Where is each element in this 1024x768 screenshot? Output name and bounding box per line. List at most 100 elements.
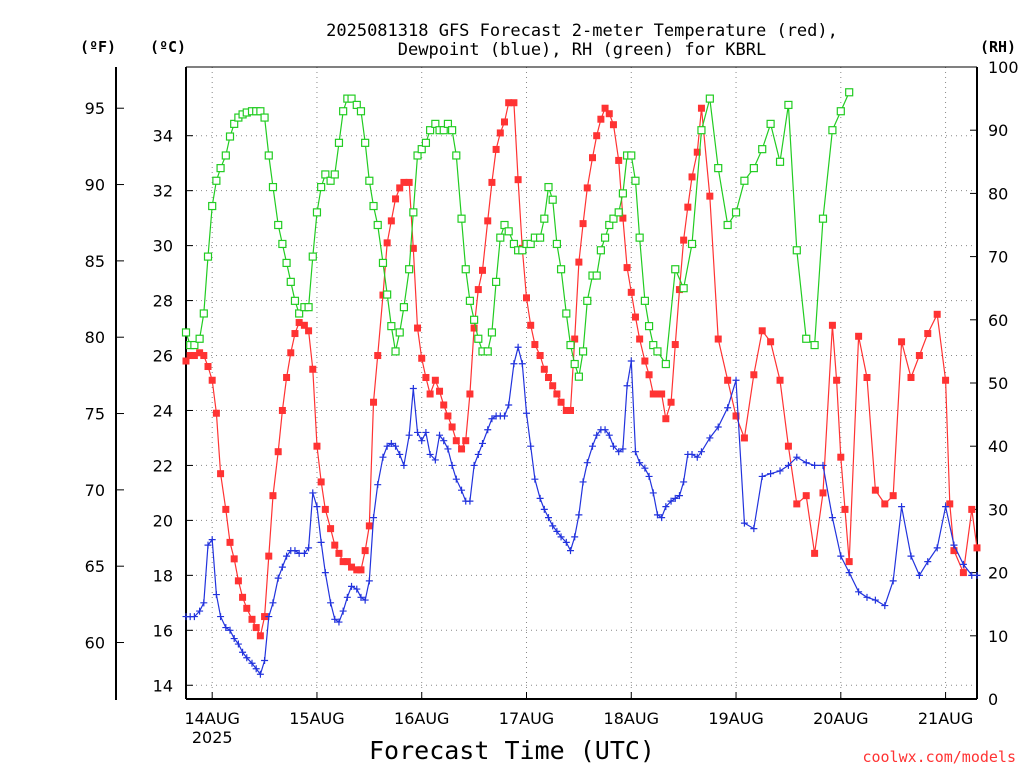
rh-point <box>286 277 295 286</box>
celsius-tick-label: 28 <box>153 292 173 311</box>
temperature-point <box>959 569 967 577</box>
dewpoint-point <box>217 613 225 621</box>
temperature-point <box>431 376 439 384</box>
temperature-point <box>531 341 539 349</box>
dewpoint-point <box>488 415 496 423</box>
temperature-point <box>855 332 863 340</box>
rh-tick-label: 70 <box>988 248 1008 267</box>
dewpoint-point <box>274 574 282 582</box>
dewpoint-point <box>619 445 627 453</box>
rh-point <box>687 239 697 249</box>
temperature-point <box>383 239 391 247</box>
dewpoint-point <box>405 431 413 439</box>
temperature-point <box>605 110 613 118</box>
fahrenheit-tick-label: 60 <box>85 634 105 653</box>
rh-point <box>399 303 409 312</box>
fahrenheit-tick-label: 80 <box>85 328 105 347</box>
temperature-point <box>309 365 317 373</box>
dewpoint-point <box>387 439 395 447</box>
temperature-point <box>968 505 976 513</box>
temperature-point <box>274 448 282 456</box>
rh-point <box>199 309 208 318</box>
dewpoint-point <box>641 464 649 472</box>
temperature-point <box>474 286 482 294</box>
temperature-point <box>724 376 732 384</box>
rh-point <box>714 164 723 173</box>
dewpoint-point <box>383 442 391 450</box>
dewpoint-point <box>514 343 522 351</box>
rh-point <box>671 265 680 274</box>
rh-point <box>492 277 501 286</box>
temperature-point <box>667 398 675 406</box>
dewpoint-point <box>327 599 335 607</box>
temperature-point <box>898 338 906 346</box>
temperature-point <box>973 544 981 552</box>
rh-point <box>705 94 714 103</box>
rh-point <box>448 126 457 135</box>
temperature-point <box>845 558 853 566</box>
temperature-point <box>802 492 810 500</box>
temperature-point <box>492 145 500 153</box>
temperature-point <box>645 371 653 379</box>
rh-point <box>562 309 571 318</box>
dewpoint-point <box>627 357 635 365</box>
celsius-tick-label: 34 <box>153 127 173 146</box>
celsius-tick-label: 14 <box>153 676 173 695</box>
temperature-point <box>714 335 722 343</box>
temperature-point <box>321 505 329 513</box>
temperature-point <box>693 148 701 156</box>
dewpoint-point <box>196 607 204 615</box>
dewpoint-point <box>605 431 613 439</box>
rh-point <box>758 145 767 154</box>
dewpoint-point <box>431 456 439 464</box>
rh-point <box>500 220 509 230</box>
rh-point <box>295 309 304 318</box>
temperature-point <box>196 349 204 357</box>
temperature-point <box>418 354 426 362</box>
rh-point <box>417 145 426 154</box>
temperature-point <box>811 549 819 557</box>
rh-point <box>766 119 775 128</box>
dewpoint-point <box>343 593 351 601</box>
fahrenheit-tick-label: 65 <box>85 557 105 576</box>
temperature-point <box>833 376 841 384</box>
temperature-point <box>348 563 356 571</box>
dewpoint-point <box>239 648 247 656</box>
rh-point <box>679 284 688 293</box>
temperature-point <box>230 555 238 563</box>
temperature-point <box>544 374 552 382</box>
dewpoint-point <box>283 552 291 560</box>
dewpoint-point <box>248 659 256 667</box>
dewpoint-point <box>907 552 915 560</box>
rh-point <box>312 208 322 217</box>
temperature-point <box>283 374 291 382</box>
rh-point <box>195 334 204 343</box>
temperature-point <box>889 492 897 500</box>
temperature-point <box>478 266 486 274</box>
temperature-point <box>706 192 714 200</box>
dewpoint-point <box>819 461 827 469</box>
celsius-tick-label: 24 <box>153 401 173 420</box>
temperature-point <box>470 324 478 332</box>
temperature-point <box>458 445 466 453</box>
grid-layer <box>186 67 977 699</box>
temperature-point <box>915 352 923 360</box>
dewpoint-point <box>261 657 269 665</box>
rh-point <box>426 126 435 135</box>
temperature-point <box>361 547 369 555</box>
temperature-point <box>222 505 230 513</box>
temperature-point <box>819 489 827 497</box>
temperature-point <box>653 390 661 398</box>
temperature-point <box>627 288 635 296</box>
dewpoint-point <box>881 602 889 610</box>
rh-point <box>317 182 326 192</box>
temperature-point <box>335 549 343 557</box>
rh-point <box>274 220 283 230</box>
rh-point <box>556 265 566 274</box>
dewpoint-point <box>758 472 766 480</box>
rh-point <box>278 239 287 249</box>
rh-point <box>225 132 235 141</box>
dewpoint-point <box>557 533 565 541</box>
dewpoint-point <box>300 549 308 557</box>
rh-point <box>461 265 470 274</box>
